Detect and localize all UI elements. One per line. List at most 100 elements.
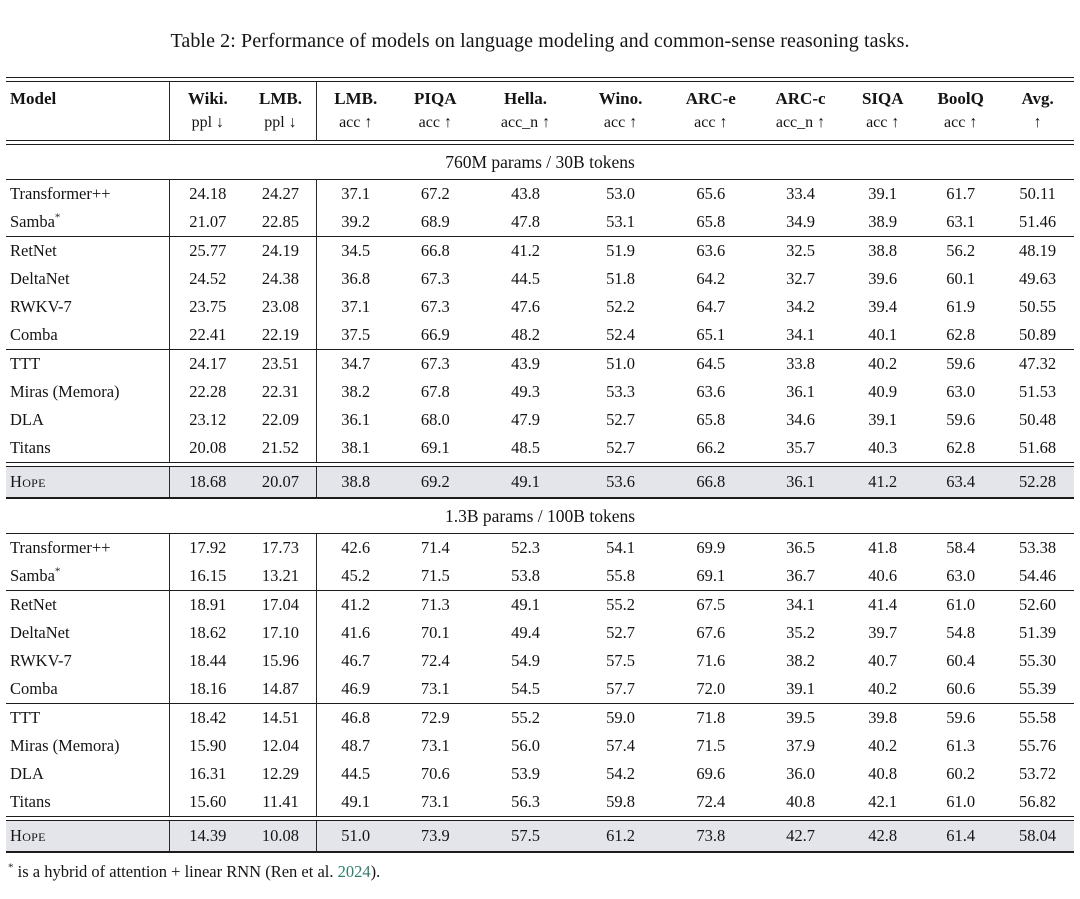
value-cell: 39.1 bbox=[868, 184, 898, 203]
value-cell: 36.5 bbox=[786, 538, 815, 557]
pre-highlight-double-rule bbox=[6, 816, 1074, 821]
value-cell: 71.5 bbox=[420, 566, 450, 585]
model-name-cell: DLA bbox=[6, 406, 171, 434]
value-cell: 71.4 bbox=[420, 538, 450, 557]
value-cell: 42.6 bbox=[341, 538, 371, 557]
value-cell: 72.4 bbox=[420, 651, 450, 670]
value-cell: 54.2 bbox=[606, 764, 635, 783]
value-cell: 53.3 bbox=[606, 382, 635, 401]
header-model-cell: Model bbox=[6, 82, 171, 140]
value-cell: 59.0 bbox=[606, 708, 635, 727]
model-name-cell: Comba bbox=[6, 321, 171, 349]
value-cell: 55.2 bbox=[511, 708, 540, 727]
value-cell: 52.28 bbox=[1019, 472, 1057, 491]
value-cell: 70.1 bbox=[420, 623, 450, 642]
value-cell: 40.8 bbox=[786, 792, 815, 811]
value-cell: 57.5 bbox=[511, 826, 540, 845]
value-cell: 12.29 bbox=[245, 760, 317, 788]
value-cell: 49.3 bbox=[511, 382, 540, 401]
value-cell: 69.6 bbox=[696, 764, 726, 783]
header-cell: ARC-c acc_n ↑ bbox=[775, 89, 826, 131]
value-cell: 53.6 bbox=[606, 472, 635, 491]
value-cell: 50.11 bbox=[1019, 184, 1056, 203]
value-cell: 23.12 bbox=[189, 410, 227, 429]
model-name-cell: Transformer++ bbox=[6, 180, 171, 208]
value-cell: 35.7 bbox=[786, 438, 815, 457]
value-cell: 21.07 bbox=[189, 212, 227, 231]
value-cell: 17.92 bbox=[189, 538, 227, 557]
value-cell: 72.4 bbox=[696, 792, 726, 811]
value-cell: 51.0 bbox=[341, 826, 371, 845]
value-cell: 61.0 bbox=[946, 792, 976, 811]
value-cell: 39.8 bbox=[868, 708, 898, 727]
table-row: DLA 16.31 12.29 44.5 70.6 53.9 54.2 69.6 36.0 40.… bbox=[6, 760, 1074, 788]
value-cell: 51.68 bbox=[1019, 438, 1057, 457]
value-cell: 63.0 bbox=[946, 566, 976, 585]
value-cell: 60.4 bbox=[946, 651, 976, 670]
value-cell: 42.7 bbox=[786, 826, 815, 845]
value-cell: 47.6 bbox=[511, 297, 540, 316]
value-cell: 23.51 bbox=[245, 350, 317, 378]
value-cell: 67.5 bbox=[696, 595, 726, 614]
value-cell: 34.1 bbox=[786, 595, 815, 614]
value-cell: 38.8 bbox=[868, 241, 898, 260]
band-bottom-rule bbox=[6, 533, 1074, 534]
table-row: DeltaNet 18.62 17.10 41.6 70.1 49.4 52.7 67.6 35… bbox=[6, 619, 1074, 647]
value-cell: 69.1 bbox=[696, 566, 726, 585]
model-name-cell: Miras (Memora) bbox=[6, 378, 171, 406]
value-cell: 37.1 bbox=[341, 184, 371, 203]
value-cell: 36.7 bbox=[786, 566, 815, 585]
value-cell: 71.5 bbox=[696, 736, 726, 755]
value-cell: 18.16 bbox=[189, 679, 227, 698]
value-cell: 18.68 bbox=[189, 472, 227, 491]
citation-link[interactable]: 2024 bbox=[337, 862, 371, 881]
value-cell: 34.2 bbox=[786, 297, 815, 316]
value-cell: 63.1 bbox=[946, 212, 976, 231]
value-cell: 34.5 bbox=[341, 241, 371, 260]
value-cell: 57.4 bbox=[606, 736, 635, 755]
value-cell: 22.85 bbox=[245, 208, 317, 236]
value-cell: 52.4 bbox=[606, 325, 635, 344]
value-cell: 46.7 bbox=[341, 651, 371, 670]
value-cell: 53.9 bbox=[511, 764, 540, 783]
value-cell: 52.7 bbox=[606, 438, 635, 457]
table-row: RetNet 25.77 24.19 34.5 66.8 41.2 51.9 63.6 32.5… bbox=[6, 237, 1074, 265]
value-cell: 24.17 bbox=[189, 354, 227, 373]
section-band: 1.3B params / 100B tokens bbox=[444, 505, 636, 526]
value-cell: 17.04 bbox=[245, 591, 317, 619]
value-cell: 61.0 bbox=[946, 595, 976, 614]
value-cell: 38.2 bbox=[786, 651, 815, 670]
group-separator-rule bbox=[6, 236, 1074, 237]
value-cell: 55.76 bbox=[1019, 736, 1057, 755]
value-cell: 38.8 bbox=[341, 472, 371, 491]
table-row: Transformer++ 24.18 24.27 37.1 67.2 43.8 53.0 6… bbox=[6, 180, 1074, 208]
highlight-table-row: Hope 14.39 10.08 51.0 73.9 57.5 61.2 73.8 42.7 42… bbox=[6, 821, 1074, 851]
table-row: DeltaNet 24.52 24.38 36.8 67.3 44.5 51.8 64.2 32… bbox=[6, 265, 1074, 293]
value-cell: 41.6 bbox=[341, 623, 371, 642]
value-cell: 56.82 bbox=[1019, 792, 1057, 811]
value-cell: 34.1 bbox=[786, 325, 815, 344]
value-cell: 64.5 bbox=[696, 354, 726, 373]
value-cell: 59.6 bbox=[946, 410, 976, 429]
value-cell: 42.8 bbox=[868, 826, 898, 845]
value-cell: 22.28 bbox=[189, 382, 227, 401]
value-cell: 57.5 bbox=[606, 651, 635, 670]
group-separator-rule bbox=[6, 703, 1074, 704]
value-cell: 47.32 bbox=[1019, 354, 1057, 373]
table-row: Samba* 16.15 13.21 45.2 71.5 53.8 55.8 69.1 36.7… bbox=[6, 562, 1074, 590]
table-row: Comba 22.41 22.19 37.5 66.9 48.2 52.4 65.1 34.1 4… bbox=[6, 321, 1074, 349]
value-cell: 24.18 bbox=[189, 184, 227, 203]
value-cell: 14.51 bbox=[245, 704, 317, 732]
value-cell: 17.73 bbox=[245, 534, 317, 562]
value-cell: 23.75 bbox=[189, 297, 227, 316]
value-cell: 33.8 bbox=[786, 354, 815, 373]
model-name-cell: Miras (Memora) bbox=[6, 732, 171, 760]
value-cell: 16.15 bbox=[189, 566, 227, 585]
value-cell: 15.96 bbox=[245, 647, 317, 675]
value-cell: 38.1 bbox=[341, 438, 371, 457]
value-cell: 49.4 bbox=[511, 623, 540, 642]
value-cell: 18.91 bbox=[189, 595, 227, 614]
value-cell: 62.8 bbox=[946, 438, 976, 457]
value-cell: 18.42 bbox=[189, 708, 227, 727]
value-cell: 22.41 bbox=[189, 325, 227, 344]
